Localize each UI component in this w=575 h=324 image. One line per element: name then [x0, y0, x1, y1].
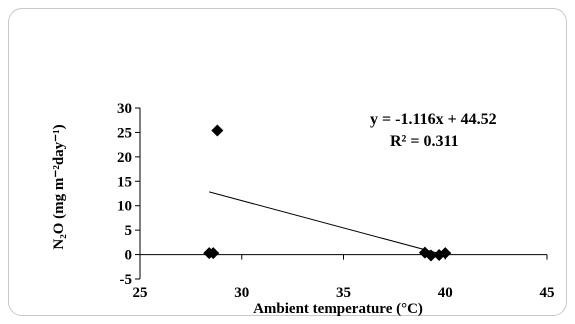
data-point [211, 124, 224, 137]
y-tick-label: 30 [117, 101, 132, 117]
data-points [203, 124, 452, 262]
y-tick-label: 5 [125, 223, 133, 239]
x-axis-title: Ambient temperature (°C) [253, 301, 423, 317]
data-point [425, 249, 438, 262]
x-tick-label: 30 [234, 285, 249, 301]
trendline [209, 191, 446, 256]
y-tick-label: 15 [117, 174, 132, 190]
equation-label: y = -1.116x + 44.52 [370, 111, 497, 128]
x-tick-label: 40 [438, 285, 453, 301]
x-tick-label: 35 [336, 285, 351, 301]
y-tick-label: 10 [117, 199, 132, 215]
data-point [418, 246, 431, 259]
y-ticks: -5 0 5 10 15 20 25 30 [117, 101, 140, 288]
data-point [439, 247, 452, 260]
data-point [207, 247, 220, 260]
x-tick-label: 45 [540, 285, 555, 301]
y-tick-label: 25 [117, 125, 132, 141]
y-axis-title: N₂O (mg m⁻²day⁻¹) [51, 124, 67, 249]
axes [139, 108, 547, 279]
x-tick-label: 25 [133, 285, 148, 301]
x-ticks: 25 30 35 40 45 [133, 254, 555, 301]
r-squared-label: R² = 0.311 [390, 133, 459, 150]
y-tick-label: -5 [120, 272, 133, 288]
y-tick-label: 0 [125, 248, 133, 264]
chart-frame [8, 8, 567, 316]
y-tick-label: 20 [117, 150, 132, 166]
